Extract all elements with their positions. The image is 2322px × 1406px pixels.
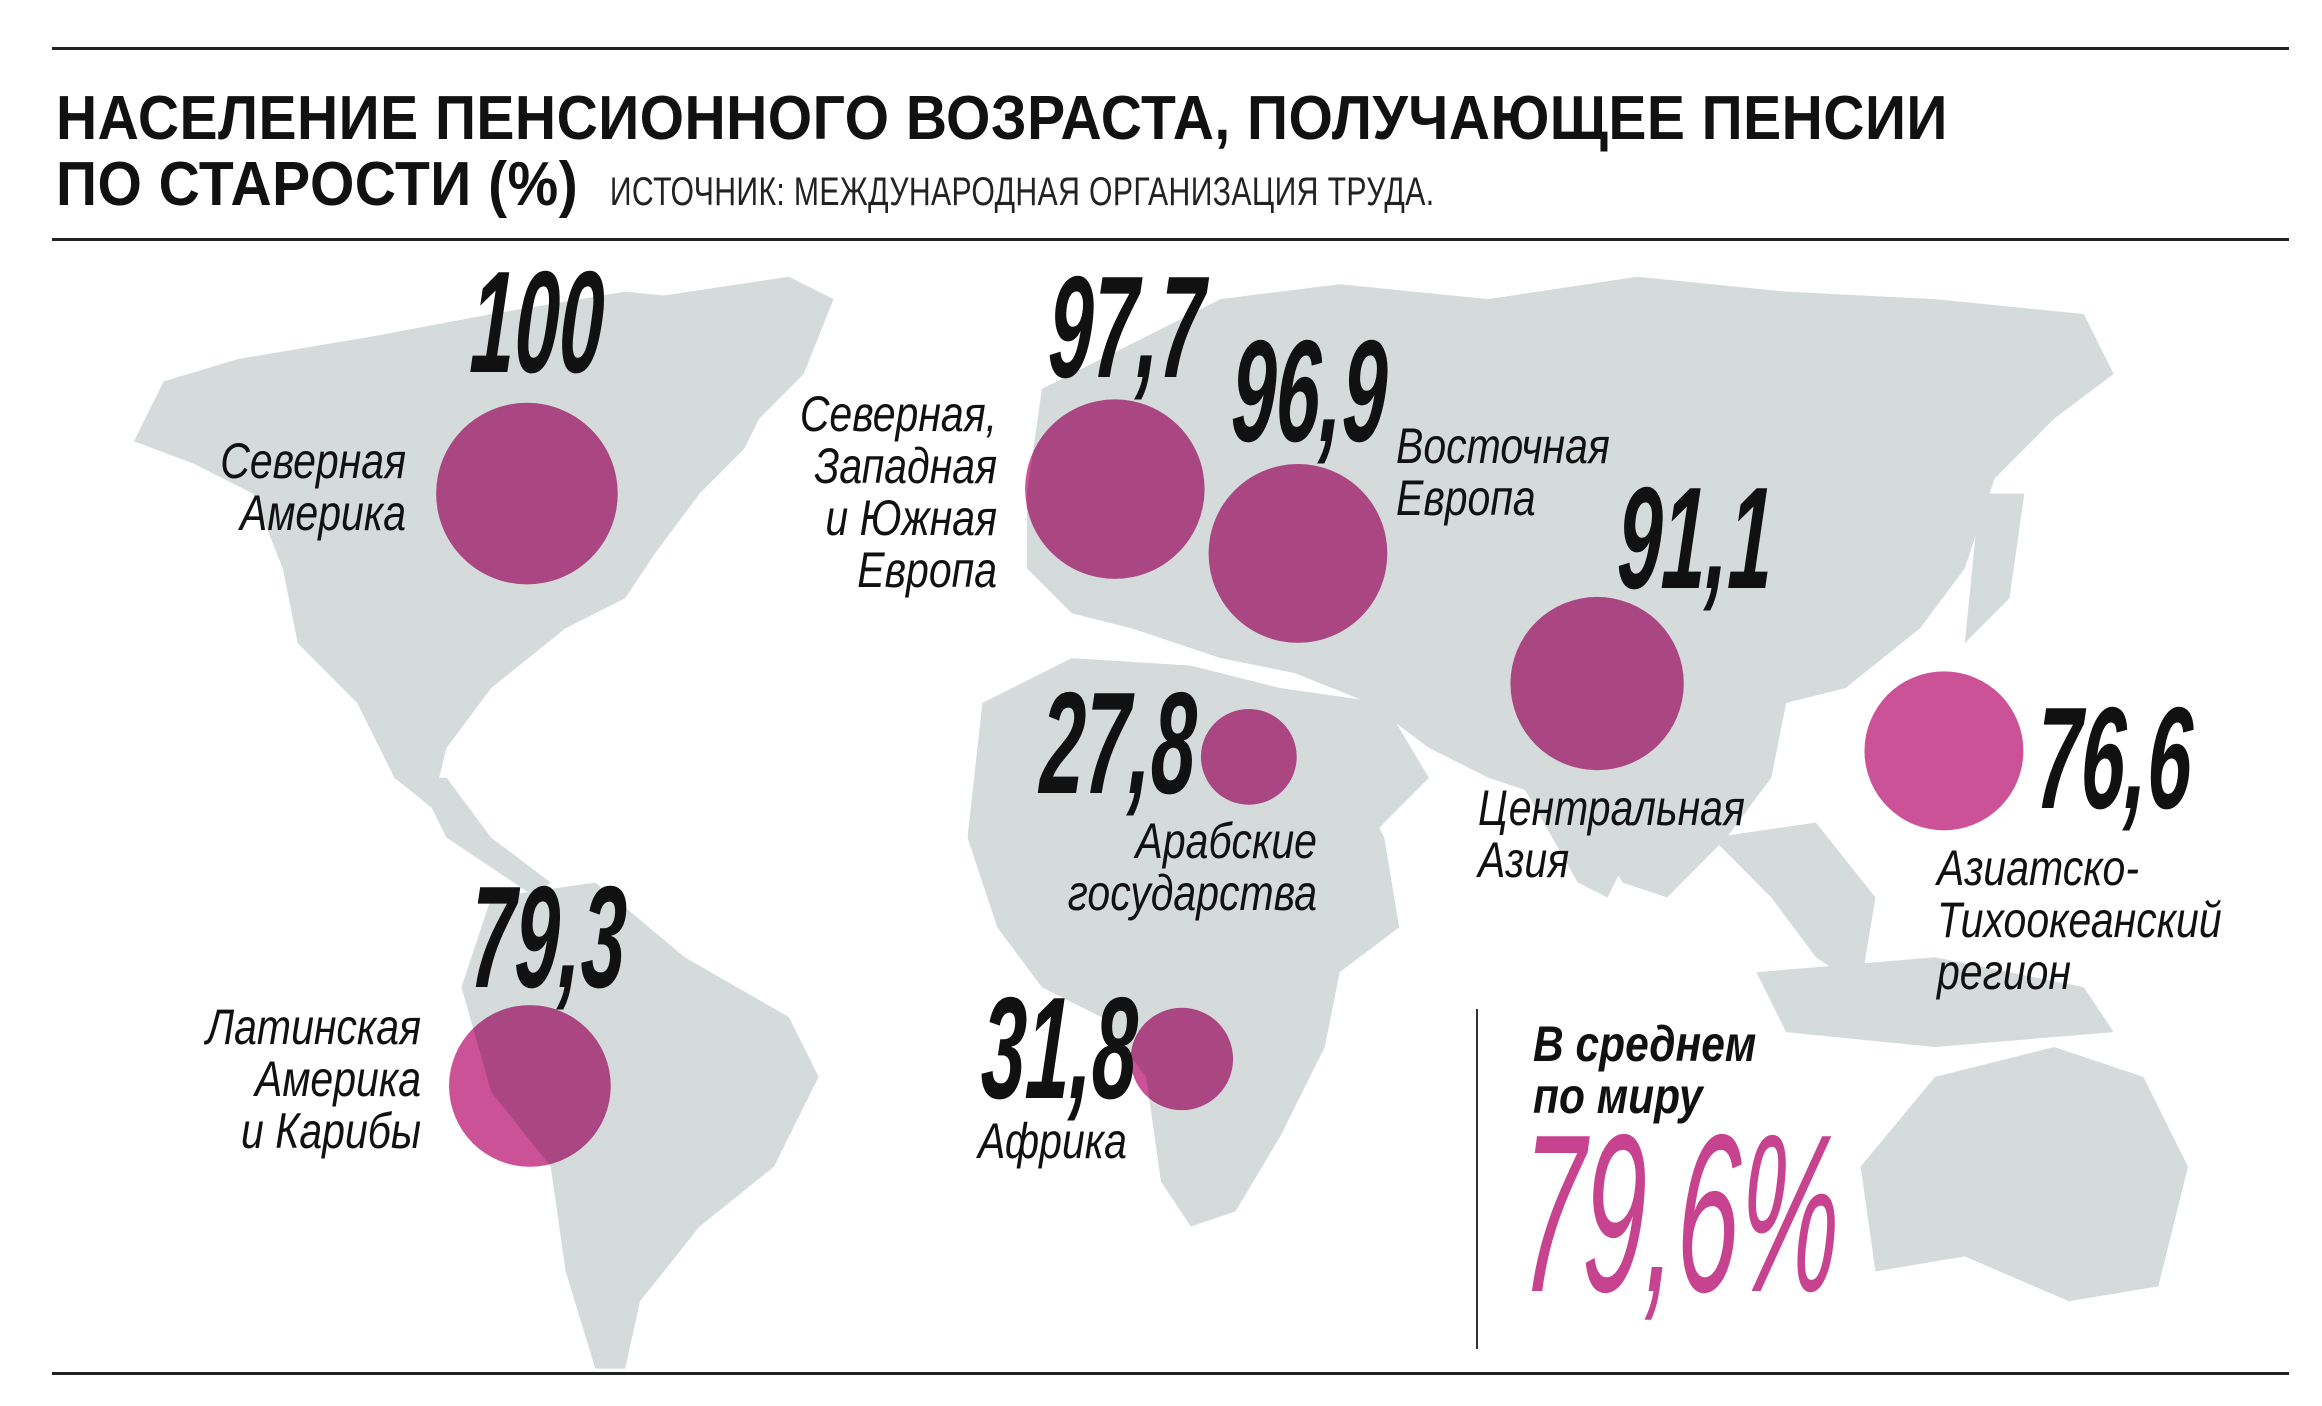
label-line: Европа (857, 542, 997, 598)
bubble-ar (1200, 708, 1297, 805)
label-line: по миру (1533, 1068, 1703, 1124)
label-line: Восточная (1396, 418, 1610, 474)
land-indonesia (1756, 957, 2114, 1048)
label-line: Европа (1396, 470, 1536, 526)
label-line: Центральная (1478, 780, 1745, 836)
value-east-europe: 96,9 (1228, 310, 1391, 472)
label-east-europe: Восточная Европа (1396, 420, 1888, 524)
bubble-la (449, 1005, 611, 1167)
chart-title-line-2: ПО СТАРОСТИ (%) ИСТОЧНИК: МЕЖДУНАРОДНАЯ О… (56, 154, 1615, 223)
average-divider (1476, 1009, 1478, 1349)
header-rule (52, 238, 2289, 241)
label-line: регион (1937, 944, 2071, 1000)
label-line: Северная (220, 433, 406, 489)
land-south-america (461, 882, 819, 1369)
land-africa (967, 658, 1400, 1227)
value-west-europe: 97,7 (1045, 246, 1208, 408)
label-line: и Южная (825, 490, 997, 546)
value-north-america: 100 (467, 241, 608, 403)
label-line: государства (1067, 865, 1317, 921)
label-line: Тихоокеанский (1937, 892, 2222, 948)
land-india (1518, 777, 1638, 898)
label-line: и Карибы (240, 1103, 421, 1159)
label-line: Северная, (799, 386, 997, 442)
label-west-europe: Северная, Западная и Южная Европа (505, 388, 997, 596)
label-line: Африка (978, 1113, 1127, 1169)
bubble-we (1025, 399, 1205, 579)
label-line: Азиатско- (1937, 840, 2140, 896)
land-japan (1964, 493, 2025, 644)
bubble-na (436, 402, 618, 585)
title-line-2: ПО СТАРОСТИ (%) (56, 150, 579, 219)
land-southeast-asia (1711, 822, 1876, 988)
label-north-america: Северная Америка (0, 435, 406, 539)
bubble-ca (1510, 596, 1684, 771)
land-masses (133, 276, 2189, 1369)
bubble-ee (1208, 464, 1388, 643)
label-africa: Африка (978, 1115, 1470, 1167)
value-asia-pacific: 76,6 (2033, 677, 2196, 839)
world-average-label: В среднем по миру (1533, 1018, 1756, 1122)
bubble-af (1130, 1007, 1234, 1111)
chart-title: НАСЕЛЕНИЕ ПЕНСИОННОГО ВОЗРАСТА, ПОЛУЧАЮЩ… (56, 88, 1948, 150)
bottom-rule (52, 1372, 2289, 1375)
land-greenland (640, 276, 834, 434)
label-asia-pacific: Азиатско- Тихоокеанский регион (1937, 842, 2322, 998)
label-line: Латинская (206, 999, 421, 1055)
label-line: Азия (1478, 832, 1570, 888)
land-australia (1860, 1047, 2189, 1302)
land-central-america (416, 777, 551, 898)
label-line: Америка (254, 1051, 421, 1107)
label-latin-america: Латинская Америка и Карибы (0, 1001, 421, 1157)
land-arabia (1280, 688, 1429, 838)
source-note: ИСТОЧНИК: МЕЖДУНАРОДНАЯ ОРГАНИЗАЦИЯ ТРУД… (609, 170, 1435, 214)
label-line: Арабские (1135, 813, 1317, 869)
top-rule (52, 47, 2289, 50)
label-line: В среднем (1533, 1016, 1757, 1072)
value-arab-states: 27,8 (1037, 662, 1200, 824)
label-arab-states: Арабские государства (825, 815, 1317, 919)
bubble-ap (1864, 671, 2024, 831)
label-line: Америка (239, 485, 406, 541)
label-line: Западная (814, 438, 997, 494)
land-north-america (133, 291, 774, 808)
world-average-value: 79,6% (1516, 1087, 1845, 1339)
value-latin-america: 79,3 (467, 856, 630, 1018)
value-africa: 31,8 (978, 967, 1141, 1129)
title-line-1: НАСЕЛЕНИЕ ПЕНСИОННОГО ВОЗРАСТА, ПОЛУЧАЮЩ… (56, 84, 1948, 153)
land-eurasia (1027, 276, 2114, 898)
label-central-asia: Центральная Азия (1478, 782, 1970, 886)
